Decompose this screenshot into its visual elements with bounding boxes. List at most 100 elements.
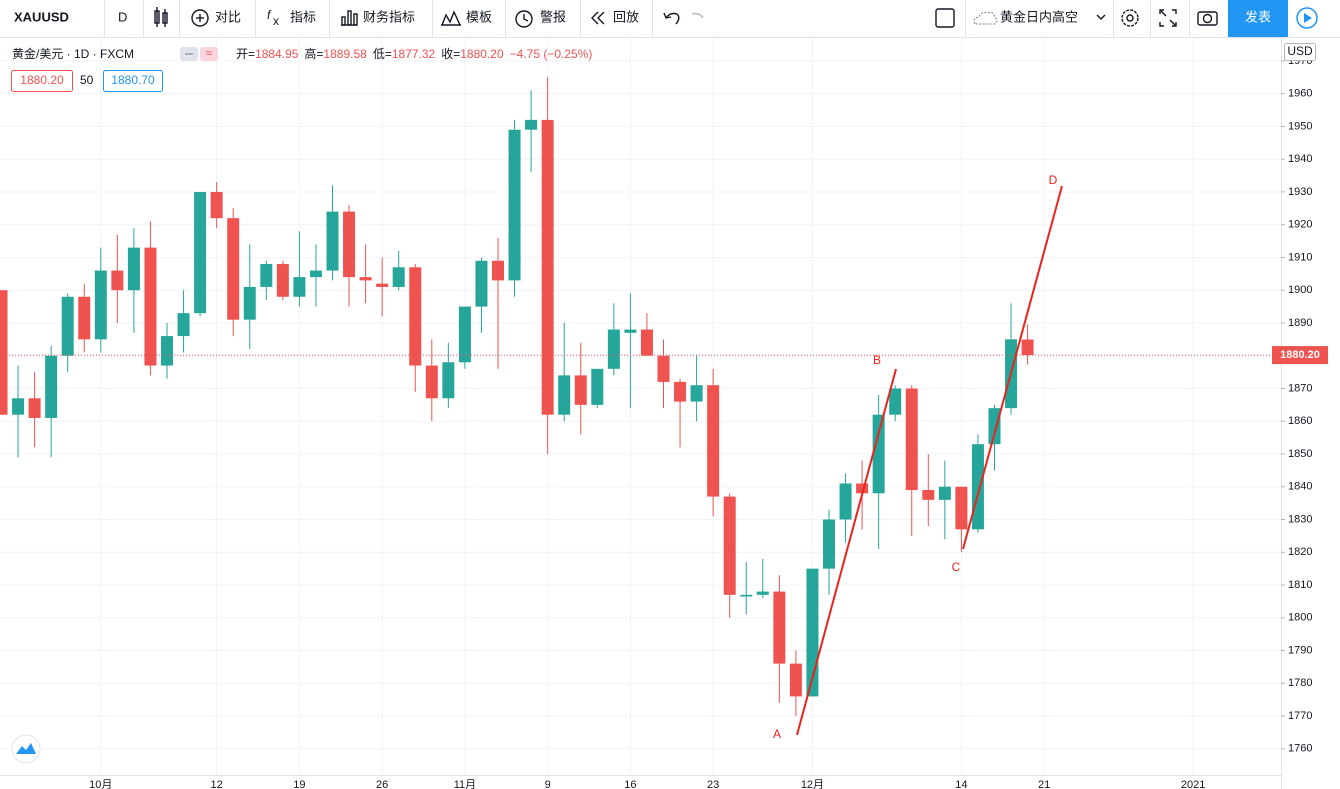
- y-tick-label: 1890: [1288, 317, 1312, 329]
- publish-bg[interactable]: [1228, 0, 1288, 37]
- y-tick-label: 1790: [1288, 644, 1312, 656]
- alerts-icon[interactable]: [515, 10, 533, 28]
- candle-body: [276, 264, 289, 297]
- legend-toggle[interactable]: [200, 47, 218, 61]
- annotation-label[interactable]: B: [873, 353, 881, 367]
- templates-icon[interactable]: [441, 10, 461, 26]
- y-tick-label: 1960: [1288, 88, 1312, 100]
- compare-icon[interactable]: [191, 9, 209, 27]
- layout-name[interactable]: 黄金日内高空: [1000, 9, 1078, 24]
- templates-button[interactable]: 模板: [466, 9, 492, 24]
- candle-body: [558, 375, 571, 415]
- legend-toggle-icon: ≈: [206, 46, 213, 60]
- chart-title: 黄金/美元 · 1D · FXCM: [12, 46, 134, 61]
- candle-body: [260, 264, 273, 287]
- annotation-label[interactable]: A: [773, 727, 781, 741]
- candle-body: [773, 591, 786, 664]
- candle-body: [1021, 339, 1034, 356]
- y-tick-label: 1840: [1288, 481, 1312, 493]
- bid-box[interactable]: [11, 70, 73, 92]
- publish-button[interactable]: 发表: [1245, 9, 1271, 24]
- fullscreen-icon[interactable]: [1159, 9, 1177, 27]
- x-tick-label: 23: [707, 779, 719, 789]
- candle-body: [856, 483, 869, 494]
- trend-line[interactable]: [796, 368, 897, 736]
- candle-body: [624, 329, 637, 333]
- y-tick-label: 1850: [1288, 448, 1312, 460]
- candle-body: [210, 191, 223, 219]
- y-tick-label: 1800: [1288, 612, 1312, 624]
- toolbar-bg: [0, 0, 1340, 37]
- candle-body: [707, 385, 720, 497]
- interval[interactable]: D: [118, 9, 127, 24]
- financials-icon[interactable]: [341, 10, 358, 26]
- y-tick-label: 1770: [1288, 710, 1312, 722]
- x-tick-label: 10月: [89, 779, 112, 789]
- candle-body: [756, 591, 769, 595]
- candle-body: [45, 355, 58, 418]
- candle-body: [674, 381, 687, 402]
- candle-body: [293, 277, 306, 297]
- ask-price: 1880.70: [111, 73, 155, 87]
- legend-value: 1880.20: [460, 47, 504, 61]
- redo-icon[interactable]: [691, 12, 704, 19]
- candle-body: [0, 290, 8, 415]
- y-tick-label: 1780: [1288, 677, 1312, 689]
- y-tick-label: 1910: [1288, 251, 1312, 263]
- alerts-button[interactable]: 警报: [540, 9, 566, 24]
- annotations: A B C D: [773, 173, 1058, 741]
- replay-icon[interactable]: [591, 11, 605, 25]
- candle-body: [574, 375, 587, 405]
- candle-body: [127, 247, 140, 291]
- candle-body: [343, 211, 356, 278]
- candle-body: [508, 129, 521, 281]
- candle-body: [872, 414, 885, 494]
- y-tick-label: 1820: [1288, 546, 1312, 558]
- candle-body: [541, 119, 554, 415]
- candle-body: [723, 496, 736, 595]
- undo-icon[interactable]: [665, 12, 680, 25]
- candle-body: [177, 313, 190, 337]
- x-tick-label: 16: [624, 779, 636, 789]
- x-tick-label: 19: [293, 779, 305, 789]
- candle-body: [955, 486, 968, 530]
- replay-button[interactable]: 回放: [613, 9, 639, 24]
- play-icon[interactable]: [1296, 7, 1318, 29]
- legend-value: 1877.32: [392, 47, 436, 61]
- candle-body: [823, 519, 835, 569]
- plot-area: [0, 77, 1281, 717]
- y-tick-label: 1900: [1288, 284, 1312, 296]
- logo-button[interactable]: [11, 734, 41, 764]
- legend-label: 收=: [441, 47, 460, 61]
- financials-button[interactable]: 财务指标: [363, 9, 415, 24]
- indicators-button[interactable]: 指标: [290, 9, 316, 24]
- layout-dropdown[interactable]: [1096, 14, 1106, 20]
- ask-box[interactable]: [103, 70, 163, 92]
- candle-body: [839, 483, 852, 520]
- select-checkbox[interactable]: [935, 8, 955, 28]
- candle-body: [922, 490, 935, 500]
- candle-body: [111, 270, 124, 291]
- trend-line[interactable]: [962, 185, 1063, 550]
- candle-body: [425, 365, 438, 399]
- snapshot-icon[interactable]: [1197, 11, 1218, 26]
- compare-button[interactable]: 对比: [215, 9, 241, 24]
- x-tick-label: 26: [376, 779, 388, 789]
- candle-body: [690, 385, 703, 402]
- annotation-label[interactable]: D: [1049, 173, 1058, 187]
- annotation-label[interactable]: C: [952, 560, 961, 574]
- candle-body: [475, 260, 488, 307]
- legend-label: 高=: [304, 46, 323, 61]
- ohlc-legend: 开=1884.95 高=1889.58 低=1877.32 收=1880.20 −4.7…: [236, 46, 592, 61]
- currency-box[interactable]: [1284, 43, 1316, 61]
- candle-body: [309, 270, 322, 278]
- fx-icon[interactable]: f: [267, 8, 272, 22]
- settings-icon[interactable]: [1121, 9, 1139, 27]
- y-tick-label: 1830: [1288, 513, 1312, 525]
- chart-style-icon[interactable]: [154, 7, 168, 27]
- candle-body: [392, 267, 405, 287]
- legend-value: 1889.58: [323, 47, 367, 61]
- symbol[interactable]: XAUUSD: [14, 9, 69, 24]
